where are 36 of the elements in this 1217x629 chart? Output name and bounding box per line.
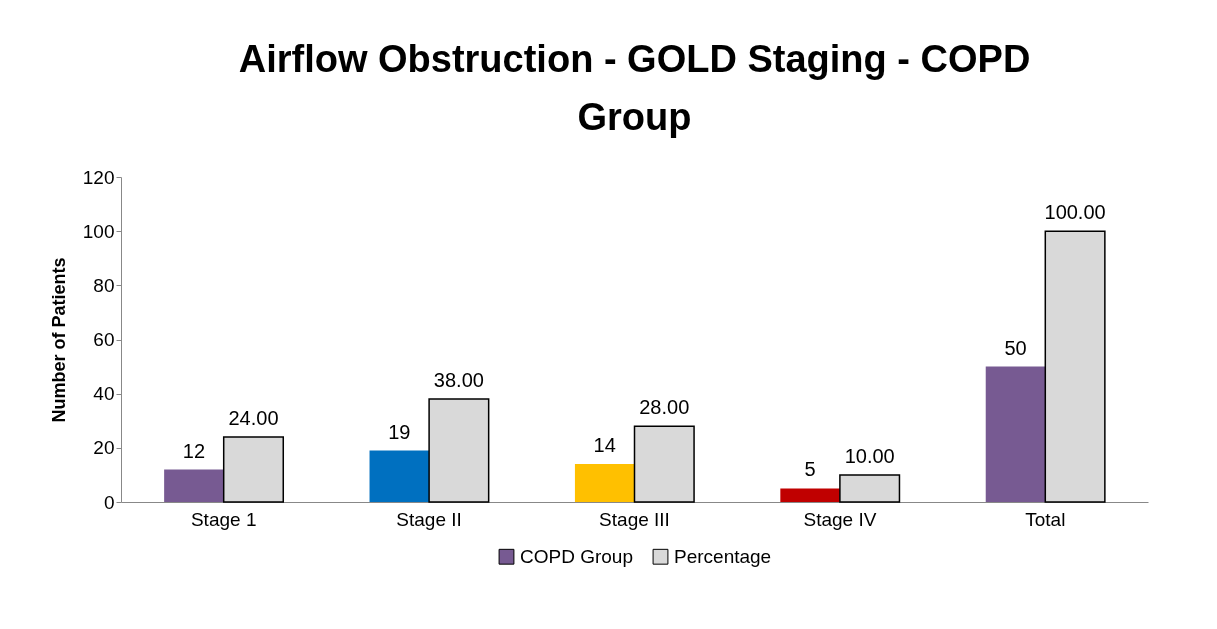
bar: [222, 436, 285, 503]
y-axis-title: Number of Patients: [48, 257, 69, 423]
data-label: 24.00: [228, 407, 279, 429]
x-tick-label: Stage IV: [803, 508, 877, 530]
y-tick-label: 40: [93, 383, 115, 405]
data-label: 12: [182, 439, 206, 462]
bar: [369, 450, 430, 502]
data-label: 50: [1004, 336, 1027, 359]
y-tick-label: 100: [82, 220, 115, 242]
data-label: 28.00: [639, 396, 690, 419]
bar: [633, 425, 695, 503]
y-tick-label: 0: [103, 491, 115, 513]
y-tick-label: 80: [93, 274, 115, 296]
x-tick-label: Stage II: [396, 508, 462, 530]
y-tick-label: 60: [93, 329, 115, 350]
bar: [428, 398, 490, 503]
legend-label: Percentage: [674, 545, 772, 567]
data-label: 5: [804, 458, 816, 481]
bar: [574, 464, 635, 502]
legend-label: COPD Group: [520, 545, 633, 567]
chart-title: Airflow Obstruction - GOLD Staging - COPD Group: [238, 38, 1031, 138]
bar: [164, 469, 224, 502]
data-label: 10.00: [844, 444, 895, 467]
x-tick-label: Stage III: [599, 508, 670, 530]
data-label: 38.00: [433, 369, 484, 392]
data-label: 100.00: [1044, 201, 1106, 224]
data-label: 19: [388, 420, 411, 443]
x-tick-label: Total: [1025, 508, 1066, 530]
bar: [839, 474, 901, 503]
data-label: 14: [593, 434, 616, 457]
y-tick-label: 20: [93, 437, 115, 459]
y-tick-label: 120: [82, 166, 115, 188]
bar: [985, 366, 1046, 502]
x-tick-label: Stage 1: [190, 508, 257, 530]
bar: [1044, 230, 1106, 503]
bar: [780, 488, 840, 502]
